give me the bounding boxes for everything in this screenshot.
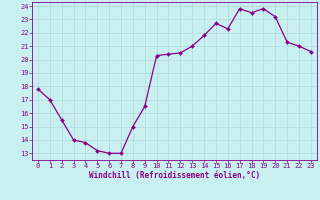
X-axis label: Windchill (Refroidissement éolien,°C): Windchill (Refroidissement éolien,°C) (89, 171, 260, 180)
